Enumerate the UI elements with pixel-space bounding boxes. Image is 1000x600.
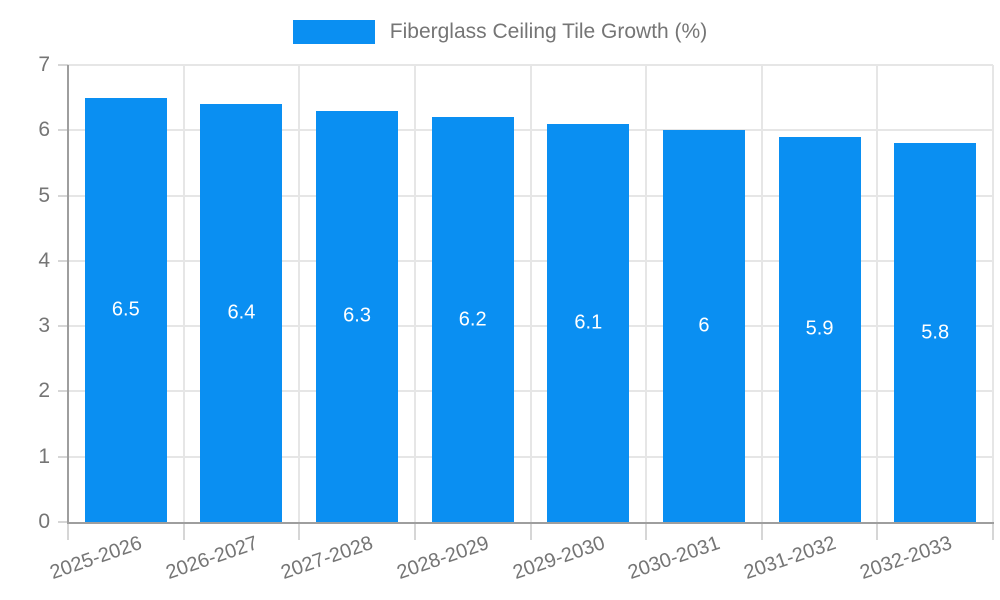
bar-value-label: 6.1 <box>574 311 603 334</box>
legend-label: Fiberglass Ceiling Tile Growth (%) <box>389 20 708 43</box>
y-tick-label: 6 <box>38 118 50 142</box>
y-tick-label: 7 <box>38 53 50 76</box>
x-tick-mark <box>760 522 763 540</box>
bar-value-label: 6.2 <box>458 308 487 331</box>
x-gridline <box>298 65 301 522</box>
x-tick-mark <box>992 522 994 540</box>
x-gridline <box>182 65 185 522</box>
y-tick-mark <box>58 259 68 262</box>
x-gridline <box>645 65 648 522</box>
bar: 6.3 <box>316 110 399 522</box>
x-tick-label: 2031-2032 <box>741 532 839 584</box>
x-tick-label: 2027-2028 <box>278 532 377 584</box>
x-gridline <box>529 65 532 522</box>
y-tick-mark <box>58 64 68 66</box>
bar: 6.5 <box>84 97 167 522</box>
x-gridline <box>992 65 994 522</box>
y-tick-label: 3 <box>38 314 50 338</box>
bar-value-label: 6 <box>698 314 710 337</box>
x-tick-label: 2026-2027 <box>162 532 261 584</box>
x-tick-mark <box>645 522 648 540</box>
bar: 6 <box>662 130 745 522</box>
bar: 6.4 <box>200 104 283 522</box>
bar: 5.9 <box>778 136 861 522</box>
y-tick-mark <box>58 129 68 132</box>
y-tick-mark <box>58 521 68 523</box>
x-tick-label: 2030-2031 <box>625 532 724 584</box>
x-tick-label: 2032-2033 <box>856 532 955 584</box>
bar: 5.8 <box>894 143 977 522</box>
x-gridline <box>760 65 763 522</box>
bar-value-label: 6.5 <box>111 298 140 321</box>
x-tick-label: 2028-2029 <box>394 532 492 584</box>
legend-swatch <box>292 20 375 44</box>
y-tick-mark <box>58 455 68 458</box>
bar-value-label: 6.4 <box>227 301 256 324</box>
y-tick-mark <box>58 390 68 393</box>
bar-value-label: 5.8 <box>921 321 950 344</box>
bar: 6.2 <box>431 117 514 522</box>
x-tick-mark <box>298 522 301 540</box>
x-gridline <box>413 65 416 522</box>
bar-value-label: 5.9 <box>805 317 834 340</box>
x-tick-mark <box>67 522 69 540</box>
bar: 6.1 <box>547 123 630 522</box>
y-tick-label: 1 <box>38 444 50 468</box>
y-tick-label: 2 <box>38 379 50 403</box>
x-tick-mark <box>182 522 185 540</box>
bar-value-label: 6.3 <box>343 304 371 327</box>
y-tick-mark <box>58 194 68 197</box>
y-tick-label: 4 <box>38 248 50 272</box>
x-tick-mark <box>876 522 879 540</box>
y-axis-line <box>67 65 69 522</box>
y-tick-label: 0 <box>38 510 50 533</box>
x-tick-mark <box>413 522 416 540</box>
x-tick-label: 2029-2030 <box>509 532 608 584</box>
x-tick-mark <box>529 522 532 540</box>
y-tick-label: 5 <box>38 183 50 207</box>
x-tick-label: 2025-2026 <box>47 532 145 584</box>
y-tick-mark <box>58 325 68 328</box>
x-axis-line <box>67 522 994 524</box>
chart-legend: Fiberglass Ceiling Tile Growth (%) <box>0 20 1000 44</box>
x-gridline <box>876 65 879 522</box>
